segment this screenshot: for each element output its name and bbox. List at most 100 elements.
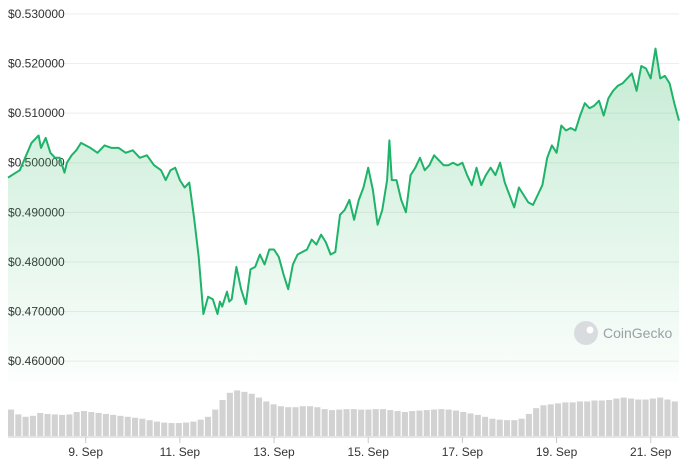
volume-bar	[576, 401, 583, 436]
volume-bar	[124, 416, 131, 436]
volume-bar	[547, 404, 554, 436]
volume-bar	[131, 417, 139, 436]
volume-bar	[409, 411, 416, 436]
volume-bar	[533, 408, 540, 436]
volume-bar	[562, 402, 569, 436]
x-tick-label: 17. Sep	[442, 445, 484, 459]
volume-bar	[598, 400, 605, 436]
volume-bar	[277, 406, 284, 436]
volume-bar	[336, 409, 343, 436]
volume-bar	[204, 416, 212, 436]
volume-bar	[358, 409, 365, 436]
volume-bar	[117, 415, 124, 436]
volume-bar	[613, 398, 620, 436]
volume-bar	[248, 393, 255, 436]
volume-bar	[8, 409, 15, 436]
volume-bar	[299, 406, 306, 436]
volume-bar	[102, 413, 109, 436]
volume-bar	[445, 409, 452, 436]
price-area-fill	[8, 48, 679, 381]
x-tick-label: 19. Sep	[536, 445, 578, 459]
volume-bar	[460, 412, 467, 436]
volume-bar	[197, 419, 204, 436]
volume-bar	[467, 413, 474, 436]
volume-bar	[401, 412, 408, 436]
volume-bar	[321, 409, 328, 436]
volume-bar	[525, 413, 532, 436]
volume-bar	[635, 399, 642, 436]
y-tick-label: $0.530000	[8, 7, 65, 21]
volume-bar	[139, 418, 146, 436]
volume-bar	[365, 409, 372, 436]
volume-bar	[255, 397, 263, 436]
volume-bar	[438, 409, 445, 436]
x-tick-label: 11. Sep	[160, 445, 201, 459]
volume-bar	[59, 414, 66, 436]
volume-bar	[88, 412, 95, 436]
volume-bar	[649, 398, 656, 436]
volume-bar	[241, 391, 248, 436]
volume-bar	[15, 414, 22, 436]
volume-bar	[591, 400, 598, 436]
volume-bar	[146, 420, 153, 436]
volume-bar	[489, 418, 496, 436]
volume-bars	[8, 390, 678, 436]
y-tick-label: $0.510000	[8, 106, 65, 120]
volume-bar	[671, 401, 678, 436]
volume-bar	[431, 409, 438, 436]
price-line	[7, 47, 680, 315]
volume-bar	[22, 416, 29, 436]
volume-bar	[350, 409, 357, 436]
volume-bar	[175, 423, 182, 436]
volume-bar	[482, 416, 489, 436]
volume-bar	[226, 392, 233, 436]
volume-bar	[569, 402, 576, 436]
volume-bar	[394, 411, 401, 436]
volume-bar	[44, 413, 51, 436]
volume-bar	[642, 399, 649, 436]
volume-bar	[518, 418, 525, 436]
coingecko-logo-icon	[574, 321, 598, 345]
coingecko-logo-eye	[586, 326, 594, 334]
volume-bar	[511, 420, 518, 436]
volume-bar	[620, 397, 627, 436]
volume-bar	[343, 409, 350, 436]
volume-bar	[452, 410, 459, 436]
volume-bar	[496, 419, 503, 436]
volume-bar	[73, 412, 80, 436]
volume-bar	[328, 410, 335, 436]
x-axis-ticks: 9. Sep 11. Sep 13. Sep 15. Sep 17. Sep 19. Se…	[68, 437, 672, 459]
volume-bar	[80, 411, 88, 436]
volume-bar	[212, 409, 219, 436]
volume-bar	[234, 390, 241, 436]
volume-bar	[153, 421, 160, 436]
volume-bar	[584, 401, 591, 436]
volume-bar	[540, 405, 547, 436]
x-tick-label: 9. Sep	[68, 445, 103, 459]
volume-bar	[95, 412, 102, 436]
volume-bar	[423, 410, 430, 436]
volume-bar	[372, 409, 379, 436]
volume-bar	[657, 397, 664, 436]
volume-bar	[110, 414, 117, 436]
volume-bar	[51, 414, 58, 436]
volume-bar	[161, 422, 168, 436]
coingecko-watermark: CoinGecko	[574, 321, 672, 345]
x-tick-label: 13. Sep	[253, 445, 295, 459]
volume-bar	[307, 406, 314, 436]
volume-bar	[183, 422, 190, 436]
volume-bar	[168, 423, 175, 436]
volume-bar	[285, 407, 292, 436]
volume-bar	[503, 420, 511, 436]
volume-bar	[416, 410, 423, 436]
volume-bar	[314, 407, 321, 436]
volume-bar	[270, 404, 277, 436]
volume-bar	[292, 407, 299, 436]
x-tick-label: 15. Sep	[348, 445, 390, 459]
volume-bar	[219, 400, 226, 436]
volume-bar	[263, 401, 270, 436]
volume-bar	[664, 399, 671, 436]
volume-bar	[387, 410, 394, 436]
volume-bar	[66, 414, 73, 436]
